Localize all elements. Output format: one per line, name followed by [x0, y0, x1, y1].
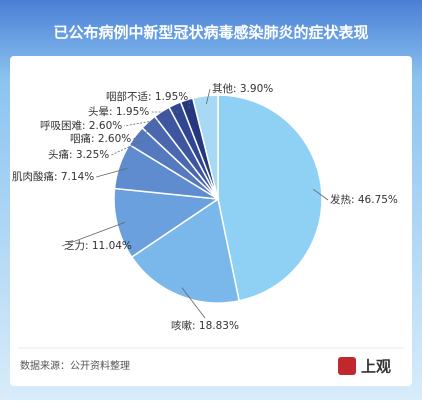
slice-label: 头晕: 1.95%: [88, 106, 149, 118]
slice-label: 咳嗽: 18.83%: [171, 319, 239, 332]
chart-title: 已公布病例中新型冠状病毒感染肺炎的症状表现: [53, 24, 368, 42]
logo-icon: [338, 357, 356, 375]
slice-label: 肌肉酸痛: 7.14%: [12, 170, 94, 183]
slice-label: 发热: 46.75%: [330, 193, 398, 206]
logo-text: 上观: [361, 358, 391, 376]
slice-label: 咽痛: 2.60%: [70, 132, 131, 145]
slice-label: 其他: 3.90%: [212, 82, 273, 95]
slice-label: 乏力: 11.04%: [64, 239, 132, 252]
slice-label: 呼吸困难: 2.60%: [40, 120, 122, 132]
source-note: 数据来源：公开资料整理: [20, 359, 130, 372]
slice-label: 头痛: 3.25%: [48, 148, 109, 161]
slice-label: 咽部不适: 1.95%: [106, 90, 188, 103]
pie: [114, 95, 322, 303]
